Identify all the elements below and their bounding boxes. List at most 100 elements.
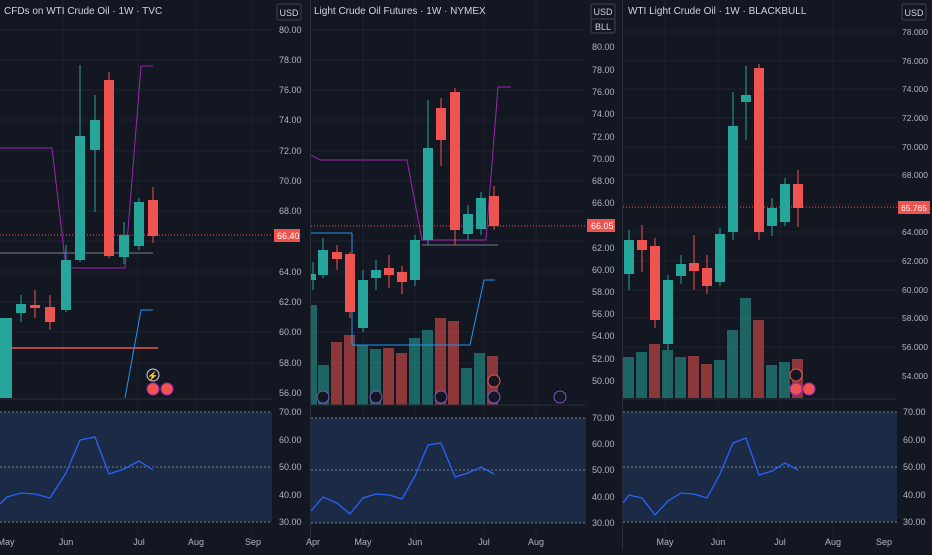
event-icon[interactable] <box>316 390 330 404</box>
candle[interactable] <box>119 235 129 257</box>
candle[interactable] <box>104 80 114 256</box>
tick-label: 70.00 <box>592 413 615 423</box>
price-axis[interactable]: USD 80.00 78.00 76.00 74.00 72.00 70.00 … <box>274 0 310 398</box>
candle[interactable] <box>90 120 100 150</box>
tick-label: 60.000 <box>902 285 928 295</box>
tick-label: 64.000 <box>902 227 928 237</box>
price-axis-ticks: 78.000 76.000 74.000 72.000 70.000 68.00… <box>902 27 928 381</box>
rsi-pane[interactable]: 70.00 60.00 50.00 40.00 30.00 <box>622 398 926 527</box>
candle[interactable] <box>637 240 647 250</box>
candles[interactable] <box>624 64 803 350</box>
candle[interactable] <box>45 307 55 322</box>
tick-label: 76.00 <box>279 85 302 95</box>
candle[interactable] <box>650 246 660 320</box>
rsi-line[interactable] <box>310 442 495 515</box>
volume-bars[interactable] <box>311 305 498 405</box>
candle[interactable] <box>30 305 40 308</box>
lightning-icon[interactable] <box>789 368 803 382</box>
time-axis[interactable]: May Jun Jul Aug Sep <box>656 537 892 547</box>
tick-label: 58.000 <box>902 313 928 323</box>
flag-event-icon[interactable] <box>146 382 160 396</box>
rsi-pane[interactable]: 70.00 60.00 50.00 40.00 30.00 <box>310 404 615 528</box>
candle[interactable] <box>397 272 407 282</box>
candle[interactable] <box>311 274 316 280</box>
volume-bars[interactable] <box>623 298 803 398</box>
candle[interactable] <box>767 208 777 226</box>
flag-event-icon[interactable] <box>789 382 803 396</box>
tick-label: May <box>656 537 674 547</box>
candle[interactable] <box>16 304 26 313</box>
tick-label: 76.000 <box>902 56 928 66</box>
candle[interactable] <box>384 268 394 275</box>
candle[interactable] <box>61 260 71 310</box>
chart-panel-blackbull[interactable]: WTI Light Crude Oil · 1W · BLACKBULL USD… <box>622 0 932 547</box>
candle[interactable] <box>689 263 699 271</box>
currency-badge[interactable] <box>276 3 302 21</box>
candle[interactable] <box>436 108 446 140</box>
lower-channel-line[interactable] <box>352 279 495 346</box>
candle[interactable] <box>702 268 712 286</box>
lightning-icon[interactable] <box>487 374 501 388</box>
rsi-line[interactable] <box>622 437 799 517</box>
tick-label: Aug <box>825 537 841 547</box>
candle[interactable] <box>476 198 486 229</box>
upper-channel-line[interactable] <box>310 86 511 241</box>
candle[interactable] <box>134 202 144 246</box>
last-price-value: 66.05 <box>591 221 614 231</box>
event-icon[interactable] <box>487 390 501 404</box>
candle[interactable] <box>663 280 673 344</box>
flag-event-icon[interactable] <box>802 382 816 396</box>
exchange-badge[interactable] <box>590 18 616 34</box>
candle[interactable] <box>345 254 355 312</box>
candle[interactable] <box>741 95 751 102</box>
time-axis[interactable]: Apr May Jun Jul Aug <box>306 537 544 547</box>
currency-badge[interactable] <box>901 3 927 21</box>
tick-label: 64.00 <box>279 267 302 277</box>
candle[interactable] <box>676 264 686 276</box>
rsi-pane[interactable]: 70.00 60.00 50.00 40.00 30.00 <box>0 398 302 527</box>
chart-panel-cfd-wti[interactable]: ⚡ CFDs on WTI Crude Oil · 1W · TVC USD 8… <box>0 0 310 547</box>
event-icon[interactable] <box>434 390 448 404</box>
candle[interactable] <box>410 240 420 280</box>
tick-label: 60.00 <box>903 435 926 445</box>
candle[interactable] <box>463 214 473 234</box>
candles[interactable] <box>0 65 158 398</box>
candle[interactable] <box>332 252 342 259</box>
candle[interactable] <box>728 126 738 232</box>
tick-label: 62.00 <box>592 243 615 253</box>
candles[interactable] <box>311 88 499 332</box>
event-icon[interactable] <box>369 390 383 404</box>
upper-channel-line[interactable] <box>0 65 153 269</box>
candle[interactable] <box>0 318 12 398</box>
candle[interactable] <box>624 240 634 274</box>
tick-label: 40.00 <box>592 492 615 502</box>
candle[interactable] <box>450 92 460 230</box>
candle[interactable] <box>423 148 433 240</box>
event-icon[interactable] <box>553 390 567 404</box>
candle[interactable] <box>148 200 158 236</box>
candle[interactable] <box>371 270 381 278</box>
tick-label: 80.00 <box>592 42 615 52</box>
tick-label: 30.00 <box>903 517 926 527</box>
candle[interactable] <box>489 196 499 226</box>
dividend-event-icon[interactable] <box>146 368 160 382</box>
price-axis[interactable]: USD BLL 80.00 78.00 76.00 74.00 72.00 70… <box>587 0 623 404</box>
candle[interactable] <box>318 250 328 275</box>
candle[interactable] <box>715 234 725 282</box>
candle[interactable] <box>793 184 803 208</box>
tick-label: 70.000 <box>902 142 928 152</box>
candle[interactable] <box>754 68 764 232</box>
candle[interactable] <box>780 184 790 222</box>
candle[interactable] <box>75 136 85 260</box>
tick-label: 74.000 <box>902 84 928 94</box>
candle[interactable] <box>358 280 368 328</box>
tick-label: Aug <box>188 537 204 547</box>
chart-title: WTI Light Crude Oil · 1W · BLACKBULL <box>628 6 807 17</box>
lower-channel-line[interactable] <box>124 309 153 399</box>
rsi-line[interactable] <box>0 436 154 505</box>
chart-panel-nymex-futures[interactable]: Light Crude Oil Futures · 1W · NYMEX USD… <box>306 0 623 547</box>
price-axis[interactable]: USD 78.000 76.000 74.000 72.000 70.000 6… <box>898 0 932 398</box>
time-axis[interactable]: May Jun Jul Aug Sep <box>0 537 261 547</box>
exchange-label: BLL <box>595 22 611 32</box>
flag-event-icon[interactable] <box>160 382 174 396</box>
